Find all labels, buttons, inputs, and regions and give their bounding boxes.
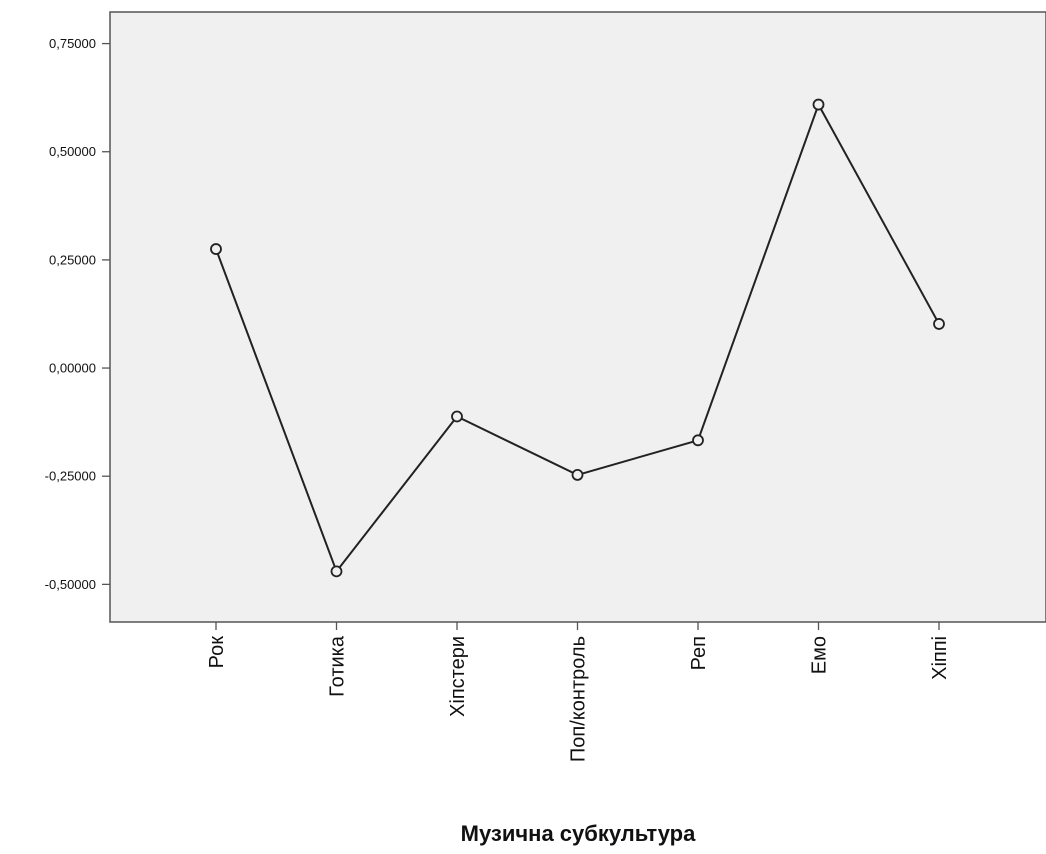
x-axis-title: Музична субкультура: [461, 821, 696, 846]
x-category-label: Хіппі: [929, 636, 951, 680]
data-point: [210, 243, 222, 255]
series-layer: [210, 98, 945, 578]
data-point: [812, 98, 825, 111]
x-category-label: Реп: [688, 636, 710, 670]
y-tick-label: -0,25000: [45, 469, 96, 484]
x-category-label: Хіпстери: [447, 636, 469, 717]
data-point: [571, 469, 584, 481]
x-category-label: Поп/контроль: [568, 636, 590, 762]
y-tick-label: 0,00000: [49, 361, 96, 376]
x-category-label: Рок: [206, 636, 228, 669]
y-tick-label: 0,25000: [49, 252, 96, 267]
x-category-label: Емо: [809, 636, 831, 674]
data-point: [692, 434, 704, 447]
plot-area: [109, 11, 1046, 623]
y-tick-label: 0,50000: [49, 144, 96, 159]
data-point: [451, 410, 463, 423]
x-axis: Рок Готика Хіпстери Поп/контроль Реп Емо Хіппі: [206, 622, 951, 762]
y-axis: 0,75000 0,50000 0,25000 0,00000 -0,25000 -0,5…: [45, 36, 110, 592]
y-tick-label: 0,75000: [49, 36, 96, 51]
x-category-label: Готика: [327, 635, 349, 697]
data-point: [933, 318, 945, 330]
data-point: [330, 565, 343, 578]
y-tick-label: -0,50000: [45, 577, 96, 592]
